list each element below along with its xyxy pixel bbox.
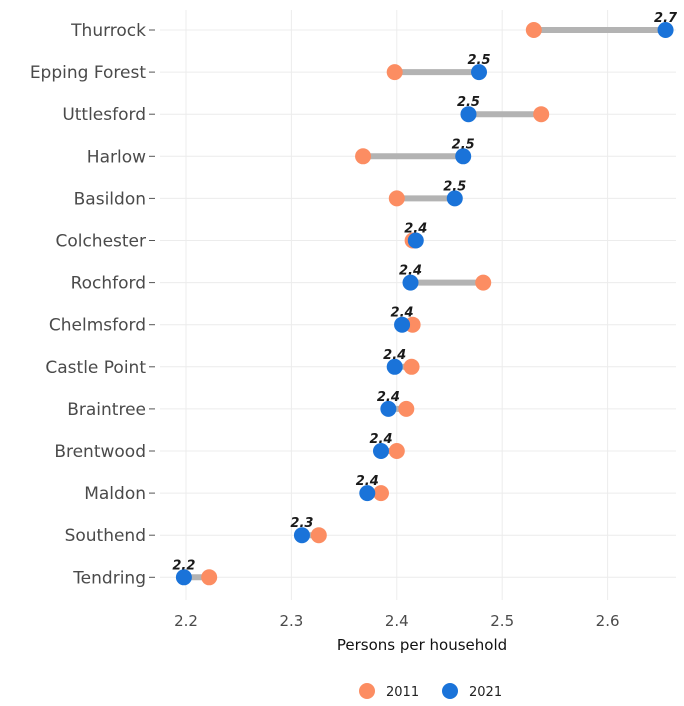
point-2011 xyxy=(386,64,403,81)
point-2021 xyxy=(455,148,472,165)
point-2011 xyxy=(201,569,218,586)
category-label: Castle Point xyxy=(45,358,146,378)
x-tick-label: 2.3 xyxy=(279,612,303,630)
value-label: 2.5 xyxy=(457,95,480,110)
x-tick-label: 2.2 xyxy=(174,612,198,630)
value-label: 2.4 xyxy=(399,264,422,279)
point-2021 xyxy=(407,232,424,249)
value-label: 2.2 xyxy=(172,558,195,573)
value-label: 2.4 xyxy=(369,432,392,447)
point-2021 xyxy=(657,22,674,38)
point-2011 xyxy=(475,274,492,291)
legend: 2011 2021 xyxy=(359,683,502,700)
point-2021 xyxy=(402,274,419,291)
x-axis-ticks: 2.2 2.3 2.4 2.5 2.6 xyxy=(174,612,619,630)
value-label: 2.4 xyxy=(391,306,414,321)
point-2021 xyxy=(386,358,403,375)
point-2011 xyxy=(533,106,550,123)
point-2021 xyxy=(460,106,477,123)
point-2021 xyxy=(293,527,310,544)
data-points xyxy=(175,22,674,586)
value-label: 2.7 xyxy=(654,11,678,26)
point-2021 xyxy=(471,64,488,81)
legend-marker-2011 xyxy=(359,683,375,699)
point-2011 xyxy=(398,400,415,417)
point-2011 xyxy=(403,358,420,375)
value-label: 2.4 xyxy=(377,390,400,405)
point-2021 xyxy=(380,400,397,417)
legend-marker-2021 xyxy=(442,683,458,699)
category-label: Southend xyxy=(65,526,146,546)
x-axis-title: Persons per household xyxy=(337,636,507,654)
x-tick-label: 2.6 xyxy=(596,612,620,630)
value-label: 2.4 xyxy=(356,474,379,489)
point-2011 xyxy=(525,22,542,38)
value-label: 2.4 xyxy=(404,222,427,237)
point-2021 xyxy=(359,485,376,502)
category-label: Braintree xyxy=(67,400,146,420)
category-label: Maldon xyxy=(84,484,146,504)
category-label: Thurrock xyxy=(70,21,146,41)
category-label: Colchester xyxy=(55,232,146,252)
point-2011 xyxy=(388,190,405,207)
point-2021 xyxy=(372,443,389,459)
category-label: Brentwood xyxy=(54,442,146,462)
x-tick-label: 2.4 xyxy=(385,612,409,630)
legend-label-2021: 2021 xyxy=(469,685,502,700)
category-label: Tendring xyxy=(72,568,146,588)
point-2011 xyxy=(355,148,372,165)
category-label: Uttlesford xyxy=(62,105,146,125)
point-2021 xyxy=(446,190,463,207)
point-2011 xyxy=(388,443,405,459)
dumbbell-connectors xyxy=(183,27,666,581)
point-2021 xyxy=(175,569,192,586)
category-label: Basildon xyxy=(74,189,146,209)
category-label: Chelmsford xyxy=(49,316,146,336)
gridlines xyxy=(160,10,676,600)
legend-label-2011: 2011 xyxy=(386,685,419,700)
point-2011 xyxy=(310,527,327,544)
category-label: Rochford xyxy=(71,274,146,294)
value-label: 2.3 xyxy=(290,516,313,531)
value-labels: 2.7 2.5 2.5 2.5 2.5 2.4 2.4 2.4 2.4 2.4 2.4 2.4 2.3 2… xyxy=(172,11,678,573)
x-tick-label: 2.5 xyxy=(490,612,514,630)
value-label: 2.5 xyxy=(467,53,490,68)
value-label: 2.5 xyxy=(452,137,475,152)
category-labels: Thurrock Epping Forest Uttlesford Harlow Bas… xyxy=(30,21,155,588)
value-label: 2.5 xyxy=(443,179,466,194)
category-label: Harlow xyxy=(87,147,146,167)
value-label: 2.4 xyxy=(383,348,406,363)
point-2021 xyxy=(394,316,411,333)
point-2011 xyxy=(372,485,389,502)
category-label: Epping Forest xyxy=(30,63,147,83)
